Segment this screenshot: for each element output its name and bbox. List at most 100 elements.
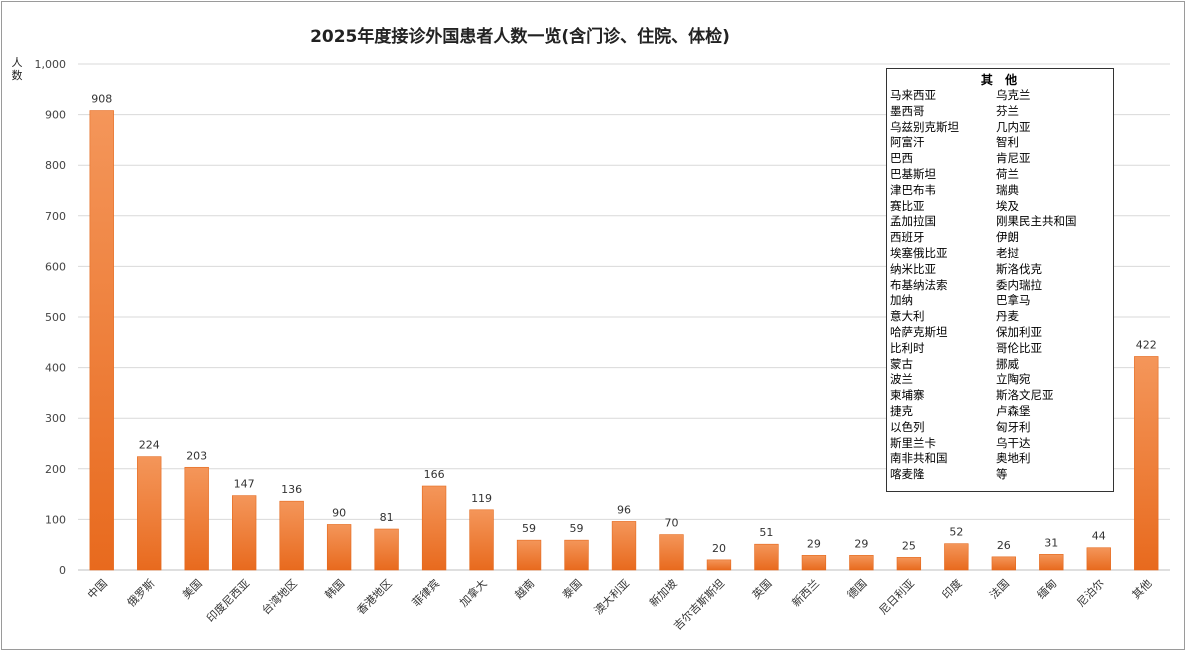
others-legend-title: 其 他 <box>980 73 1022 87</box>
others-country-item: 埃塞俄比亚 <box>890 245 948 260</box>
bar-value-label: 90 <box>332 506 346 519</box>
x-tick-label: 吉尔吉斯斯坦 <box>671 576 728 633</box>
others-country-item: 斯洛文尼亚 <box>996 388 1054 403</box>
others-country-item: 巴基斯坦 <box>890 166 936 181</box>
bar <box>374 528 399 571</box>
bar-value-label: 20 <box>712 542 726 555</box>
x-tick-label: 台湾地区 <box>259 576 300 617</box>
x-tick-label: 印度 <box>939 576 964 601</box>
bar <box>706 559 732 571</box>
y-tick-label: 700 <box>45 210 66 223</box>
bar-value-label: 96 <box>617 503 631 516</box>
x-tick-label: 其他 <box>1130 577 1155 602</box>
bar-value-label: 224 <box>139 439 160 452</box>
bar <box>184 466 209 571</box>
x-tick-label: 越南 <box>512 576 537 601</box>
bar-value-label: 25 <box>902 539 916 552</box>
x-tick-label: 美国 <box>180 577 205 602</box>
bar-value-label: 70 <box>664 517 678 530</box>
others-country-item: 捷克 <box>890 403 913 418</box>
bar <box>326 524 352 571</box>
x-tick-label: 法国 <box>986 576 1011 601</box>
others-country-item: 卢森堡 <box>996 403 1031 418</box>
bar-value-label: 422 <box>1136 338 1157 351</box>
y-tick-label: 500 <box>45 311 66 324</box>
y-tick-label: 100 <box>45 513 66 526</box>
y-axis-label: 人数 <box>12 56 23 82</box>
bar <box>944 543 969 571</box>
others-country-item: 柬埔寨 <box>890 388 925 403</box>
bar <box>516 539 542 571</box>
others-country-item: 伊朗 <box>996 230 1019 245</box>
others-country-item: 巴西 <box>890 151 913 166</box>
x-tick-label: 韩国 <box>322 576 347 601</box>
others-country-item: 巴拿马 <box>996 293 1031 308</box>
others-country-item: 墨西哥 <box>890 103 925 118</box>
others-country-item: 布基纳法索 <box>890 277 948 292</box>
bar <box>801 555 827 571</box>
y-tick-label: 0 <box>59 564 66 577</box>
bar-value-label: 166 <box>424 468 445 481</box>
others-country-item: 比利时 <box>890 340 925 355</box>
x-tick-label: 新西兰 <box>789 576 822 609</box>
others-country-item: 波兰 <box>890 372 913 387</box>
x-tick-label: 新加坡 <box>646 576 679 609</box>
y-tick-label: 600 <box>45 260 66 273</box>
bar <box>849 555 874 571</box>
bar <box>991 556 1016 571</box>
bar <box>89 110 114 571</box>
others-country-item: 哥伦比亚 <box>996 340 1042 355</box>
others-country-item: 纳米比亚 <box>890 261 936 276</box>
others-country-item: 以色列 <box>890 419 925 434</box>
others-country-item: 埃及 <box>996 198 1019 213</box>
x-tick-label: 香港地区 <box>354 577 394 617</box>
x-tick-label: 德国 <box>844 576 869 601</box>
bar-value-label: 136 <box>281 483 302 496</box>
bar-value-label: 59 <box>570 522 584 535</box>
others-country-item: 等 <box>996 467 1008 482</box>
bar-value-label: 59 <box>522 522 536 535</box>
bar <box>1039 554 1064 571</box>
bar-value-label: 81 <box>380 511 394 524</box>
chart-title: 2025年度接诊外国患者人数一览(含门诊、住院、体检) <box>310 26 730 47</box>
y-tick-label: 900 <box>45 109 66 122</box>
x-tick-label: 尼泊尔 <box>1074 577 1107 610</box>
bar-value-label: 203 <box>186 449 207 462</box>
bar <box>232 495 257 571</box>
bar <box>659 534 684 571</box>
others-country-item: 肯尼亚 <box>996 151 1031 166</box>
others-country-item: 丹麦 <box>996 309 1019 324</box>
bar-value-label: 29 <box>854 537 868 550</box>
bar-value-label: 44 <box>1092 530 1106 543</box>
x-tick-label: 菲律宾 <box>409 576 442 609</box>
others-country-item: 智利 <box>996 135 1019 150</box>
bar-value-label: 52 <box>949 526 963 539</box>
others-country-item: 立陶宛 <box>996 372 1031 387</box>
x-tick-label: 加拿大 <box>456 576 489 609</box>
others-country-item: 老挝 <box>996 245 1019 260</box>
others-country-item: 几内亚 <box>996 119 1031 134</box>
y-tick-label: 300 <box>45 412 66 425</box>
bar <box>1086 547 1111 571</box>
x-tick-label: 俄罗斯 <box>125 577 158 610</box>
others-country-item: 喀麦隆 <box>890 467 925 482</box>
others-country-item: 乌干达 <box>996 435 1031 450</box>
others-country-item: 哈萨克斯坦 <box>890 324 948 339</box>
bar <box>564 539 589 571</box>
others-country-item: 加纳 <box>890 293 913 308</box>
others-country-item: 瑞典 <box>996 182 1019 197</box>
bar <box>896 557 922 571</box>
others-country-item: 乌兹别克斯坦 <box>890 119 959 134</box>
others-country-item: 斯里兰卡 <box>890 435 936 450</box>
y-tick-label: 800 <box>45 159 66 172</box>
others-country-item: 芬兰 <box>996 103 1019 118</box>
others-country-item: 委内瑞拉 <box>996 277 1042 292</box>
x-tick-label: 澳大利亚 <box>591 576 632 617</box>
others-country-item: 蒙古 <box>890 356 913 371</box>
y-tick-label: 400 <box>45 362 66 375</box>
bar-value-label: 29 <box>807 537 821 550</box>
others-country-item: 匈牙利 <box>996 419 1031 434</box>
others-legend-box: 其 他 马来西亚 墨西哥 乌兹别克斯坦 阿富汗 巴西 巴基斯坦 津巴布韦 赛比亚 孟加拉国 西班牙… <box>886 68 1114 492</box>
x-tick-label: 缅甸 <box>1034 576 1059 601</box>
others-country-item: 奥地利 <box>996 451 1031 466</box>
